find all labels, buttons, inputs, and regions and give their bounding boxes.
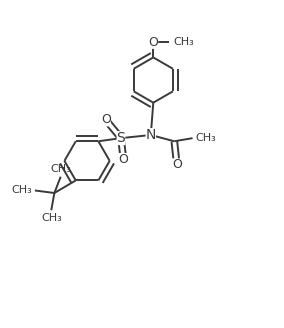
Text: S: S [117,131,125,145]
Text: CH₃: CH₃ [41,214,62,223]
Text: CH₃: CH₃ [11,186,32,195]
Text: O: O [148,36,158,49]
Text: CH₃: CH₃ [50,164,71,174]
Text: O: O [172,158,182,171]
Text: N: N [146,128,156,142]
Text: CH₃: CH₃ [174,37,195,47]
Text: O: O [101,113,111,126]
Text: CH₃: CH₃ [196,133,216,143]
Text: O: O [118,153,128,166]
